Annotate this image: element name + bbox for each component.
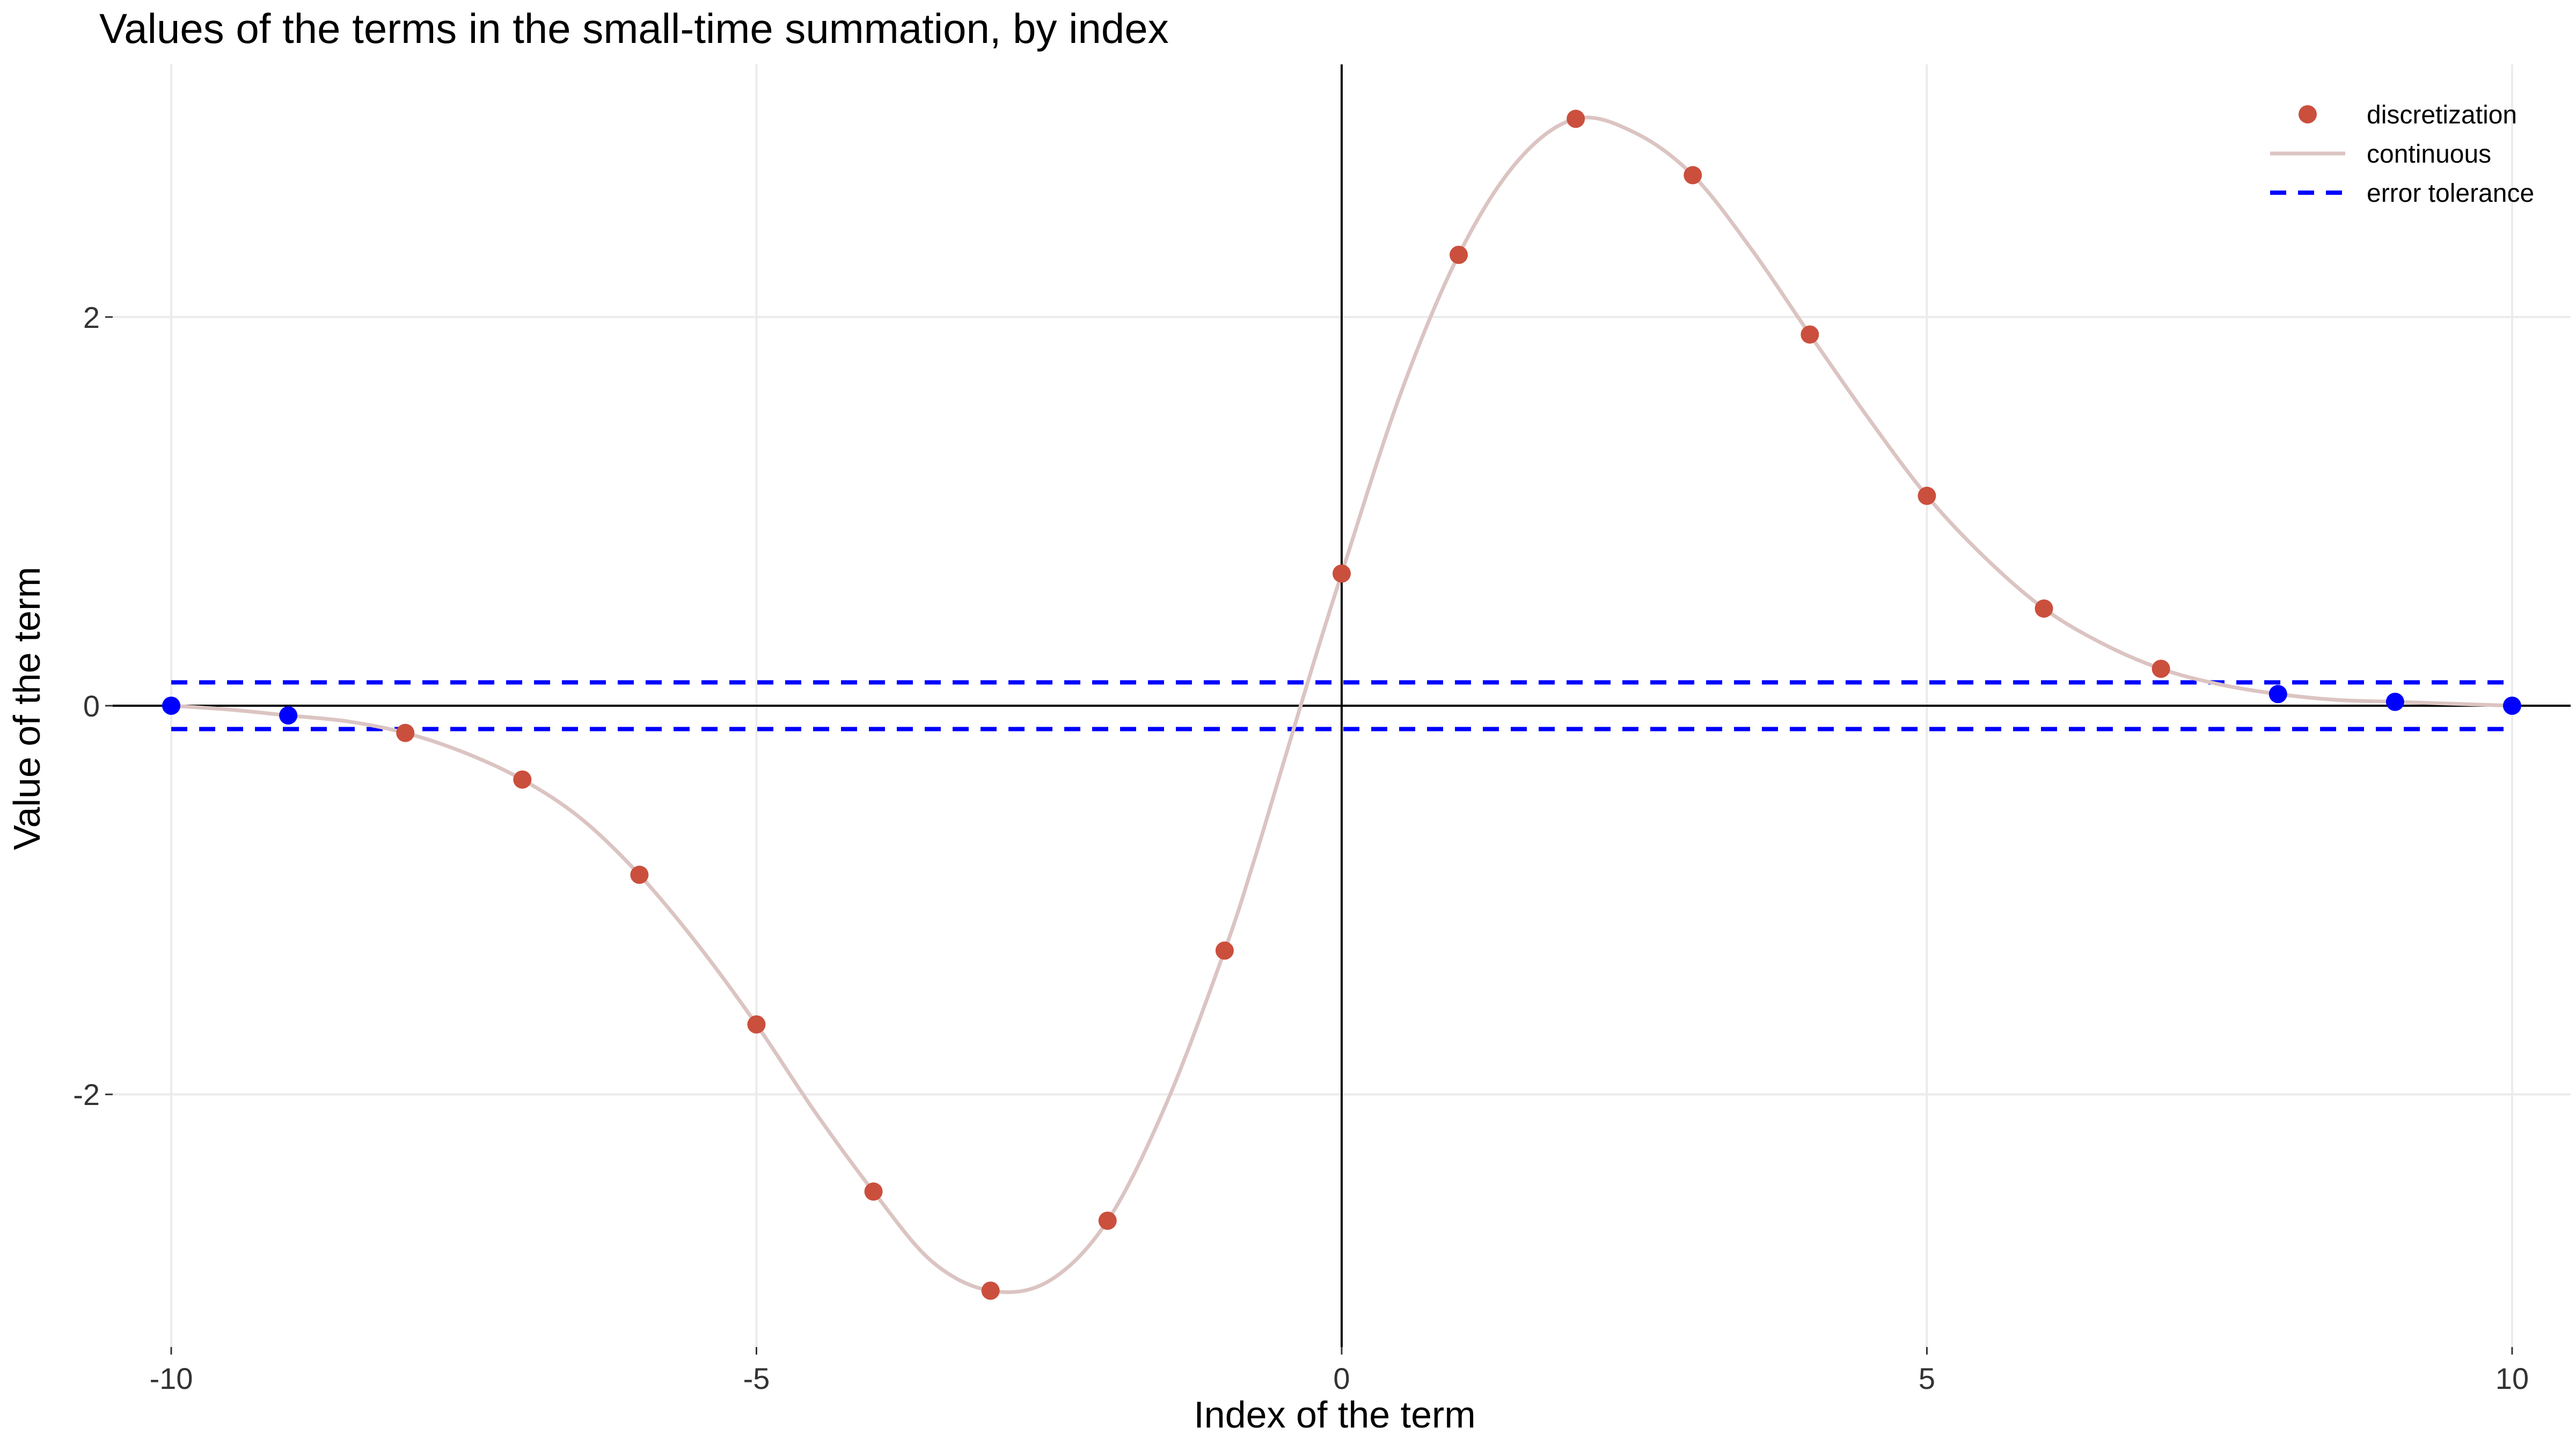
chart-title: Values of the terms in the small-time su… — [99, 5, 1169, 52]
discretization-point — [2035, 599, 2053, 618]
legend-label: continuous — [2367, 140, 2491, 169]
discretization-point — [396, 723, 415, 742]
x-axis-label: Index of the term — [1194, 1394, 1475, 1436]
legend-item-continuous: continuous — [2270, 140, 2491, 169]
discretization-point — [630, 866, 649, 884]
discretization-point — [1450, 245, 1468, 264]
discretization-point — [1098, 1211, 1117, 1230]
discretization-point — [1684, 166, 1702, 185]
discretization-points — [162, 109, 2521, 1300]
discretization-point — [1333, 564, 1351, 583]
discretization-point — [1567, 109, 1585, 128]
point-within-tolerance — [2385, 692, 2404, 711]
y-axis-label: Value of the term — [6, 567, 48, 850]
discretization-point — [2151, 660, 2170, 678]
y-tick-label: -2 — [73, 1078, 100, 1111]
point-within-tolerance — [162, 697, 181, 715]
y-tick-label: 2 — [83, 301, 100, 334]
x-axis-ticks: -10 -5 0 5 10 — [150, 1347, 2529, 1395]
reference-lines — [113, 64, 2571, 1347]
point-within-tolerance — [279, 706, 298, 725]
discretization-point — [981, 1281, 1000, 1300]
discretization-point — [864, 1182, 883, 1201]
discretization-point — [513, 770, 532, 789]
legend-key-point — [2299, 105, 2317, 123]
y-tick-label: 0 — [83, 689, 100, 723]
point-within-tolerance — [2268, 685, 2287, 704]
discretization-point — [1918, 486, 1936, 505]
x-tick-label: 10 — [2496, 1362, 2529, 1395]
discretization-point — [1215, 941, 1234, 960]
legend-label: discretization — [2367, 101, 2517, 129]
x-tick-label: -10 — [150, 1362, 193, 1395]
discretization-point — [1801, 325, 1819, 344]
discretization-point — [747, 1015, 766, 1034]
legend-item-error-tolerance: error tolerance — [2270, 179, 2534, 208]
x-tick-label: 0 — [1333, 1362, 1350, 1395]
point-within-tolerance — [2502, 697, 2521, 715]
x-tick-label: 5 — [1919, 1362, 1935, 1395]
y-axis-ticks: -2 0 2 — [73, 301, 113, 1111]
legend-label: error tolerance — [2367, 179, 2534, 208]
x-tick-label: -5 — [743, 1362, 770, 1395]
legend-item-discretization: discretization — [2299, 101, 2517, 129]
legend: discretization continuous error tolerance — [2270, 101, 2534, 208]
